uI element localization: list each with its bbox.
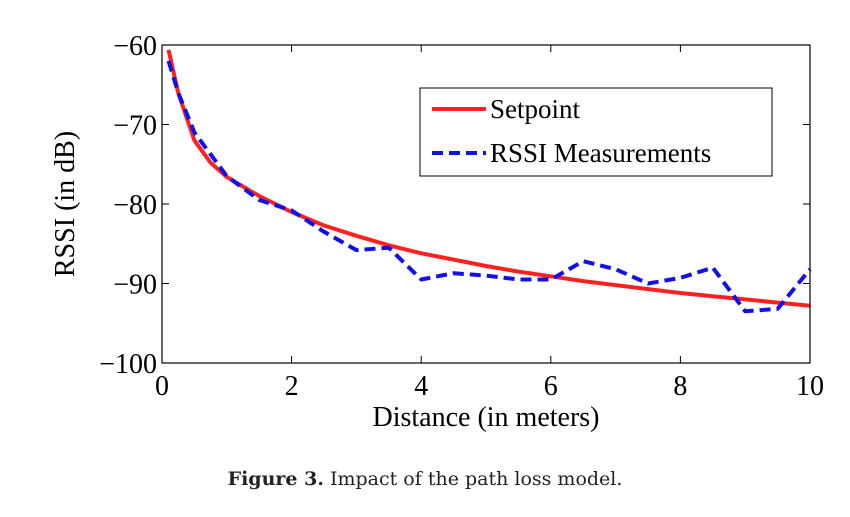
y-tick-label: −100 [99, 349, 157, 380]
axis-ticks: 0 2 4 6 8 10 −100 −90 −80 −70 −60 [99, 31, 824, 402]
series-line-rssi-measurements [166, 60, 812, 314]
x-tick-label: 8 [673, 371, 687, 402]
y-tick-label: −90 [113, 270, 157, 301]
x-axis-label: Distance (in meters) [372, 402, 599, 433]
figure-caption: Figure 3. Impact of the path loss model. [0, 468, 850, 490]
x-tick-label: 10 [796, 371, 824, 402]
caption-label: Figure 3. [227, 468, 324, 490]
y-tick-label: −60 [113, 31, 157, 62]
legend-label-setpoint: Setpoint [490, 94, 581, 124]
caption-text: Impact of the path loss model. [323, 468, 623, 490]
y-axis-label: RSSI (in dB) [50, 131, 81, 277]
x-tick-label: 4 [414, 371, 428, 402]
x-tick-label: 2 [285, 371, 299, 402]
y-tick-label: −80 [113, 190, 157, 221]
x-tick-label: 0 [155, 371, 169, 402]
legend: Setpoint RSSI Measurements [419, 87, 773, 177]
legend-box [419, 87, 773, 177]
y-tick-label: −70 [113, 111, 157, 142]
legend-label-rssi-measurements: RSSI Measurements [490, 138, 711, 168]
plot-lines [166, 49, 812, 314]
x-tick-label: 6 [544, 371, 558, 402]
chart: 0 2 4 6 8 10 −100 −90 −80 −70 −60 Distance (in met… [50, 31, 824, 433]
